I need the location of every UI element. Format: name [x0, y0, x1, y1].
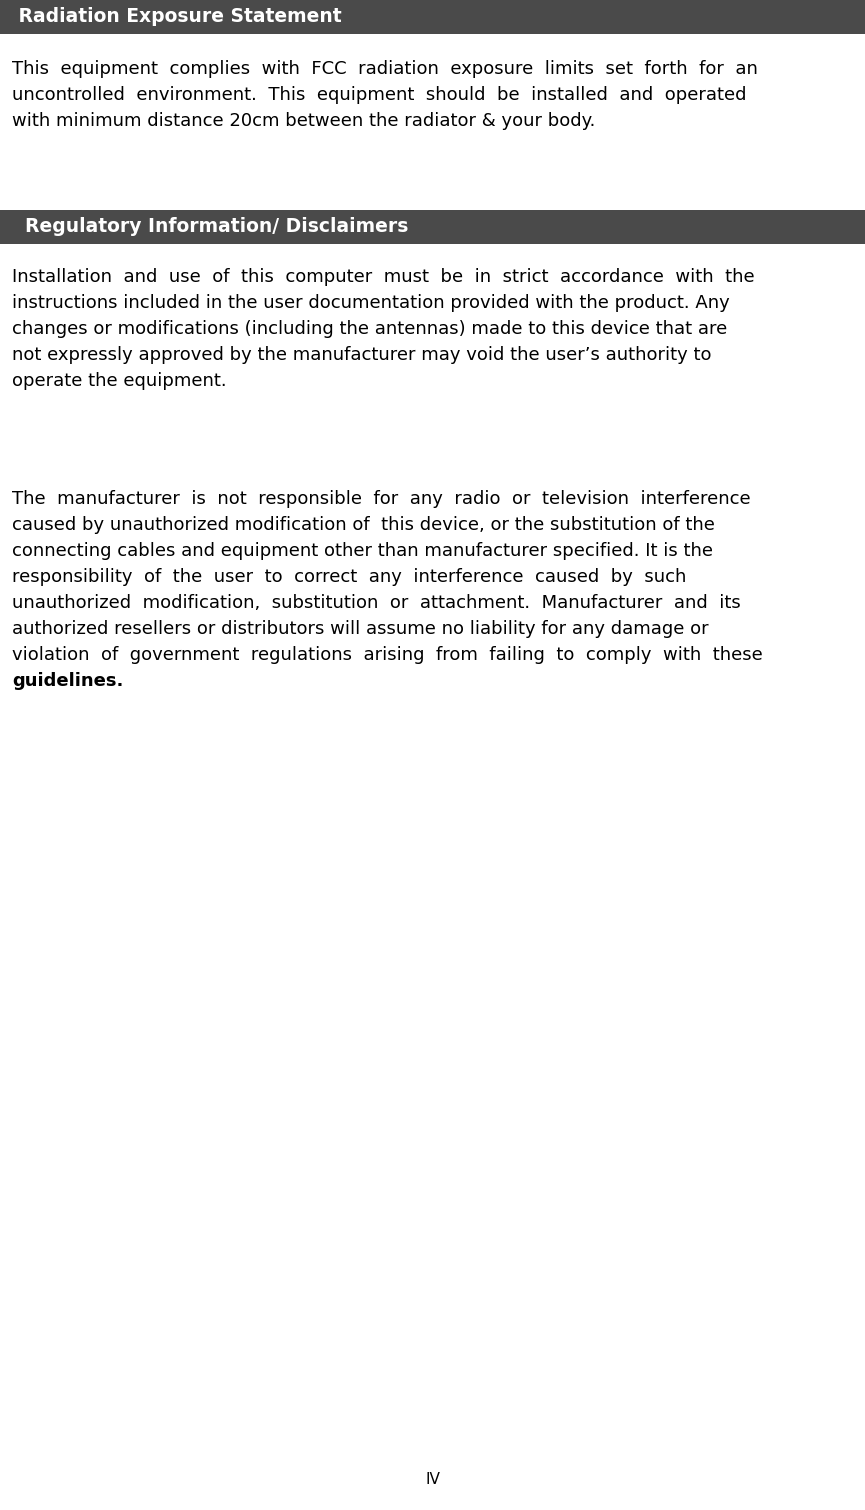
Text: responsibility  of  the  user  to  correct  any  interference  caused  by  such: responsibility of the user to correct an… — [12, 568, 686, 586]
Bar — [0, 0, 865, 35]
Text: uncontrolled  environment.  This  equipment  should  be  installed  and  operate: uncontrolled environment. This equipment… — [12, 86, 746, 104]
Text: operate the equipment.: operate the equipment. — [12, 371, 227, 390]
Text: with minimum distance 20cm between the radiator & your body.: with minimum distance 20cm between the r… — [12, 112, 595, 130]
Bar — [0, 210, 865, 245]
Text: caused by unauthorized modification of  this device, or the substitution of the: caused by unauthorized modification of t… — [12, 516, 714, 535]
Text: This  equipment  complies  with  FCC  radiation  exposure  limits  set  forth  f: This equipment complies with FCC radiati… — [12, 60, 758, 79]
Text: The  manufacturer  is  not  responsible  for  any  radio  or  television  interf: The manufacturer is not responsible for … — [12, 491, 751, 507]
Text: guidelines.: guidelines. — [12, 672, 124, 690]
Text: instructions included in the user documentation provided with the product. Any: instructions included in the user docume… — [12, 294, 730, 313]
Text: not expressly approved by the manufacturer may void the user’s authority to: not expressly approved by the manufactur… — [12, 346, 712, 364]
Text: changes or modifications (including the antennas) made to this device that are: changes or modifications (including the … — [12, 320, 727, 338]
Text: authorized resellers or distributors will assume no liability for any damage or: authorized resellers or distributors wil… — [12, 621, 708, 639]
Text: unauthorized  modification,  substitution  or  attachment.  Manufacturer  and  i: unauthorized modification, substitution … — [12, 593, 740, 612]
Text: Radiation Exposure Statement: Radiation Exposure Statement — [12, 8, 342, 27]
Text: Regulatory Information/ Disclaimers: Regulatory Information/ Disclaimers — [12, 217, 408, 237]
Text: violation  of  government  regulations  arising  from  failing  to  comply  with: violation of government regulations aris… — [12, 646, 763, 664]
Text: IV: IV — [425, 1472, 440, 1487]
Text: Installation  and  use  of  this  computer  must  be  in  strict  accordance  wi: Installation and use of this computer mu… — [12, 267, 754, 285]
Text: connecting cables and equipment other than manufacturer specified. It is the: connecting cables and equipment other th… — [12, 542, 713, 560]
